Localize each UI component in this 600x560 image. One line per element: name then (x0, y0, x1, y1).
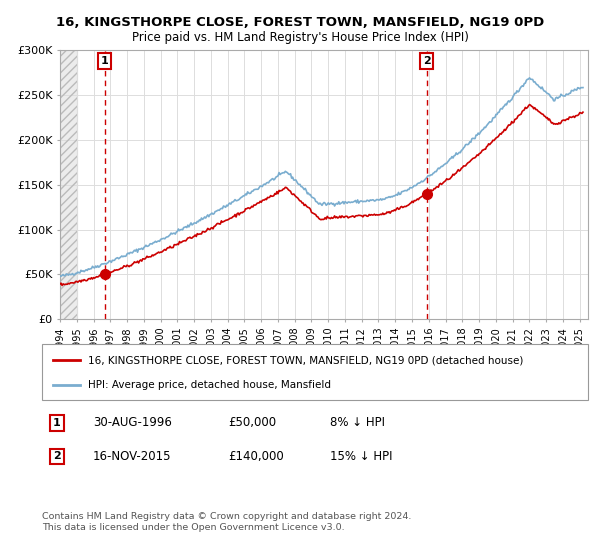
Text: Contains HM Land Registry data © Crown copyright and database right 2024.
This d: Contains HM Land Registry data © Crown c… (42, 512, 412, 532)
Text: 16, KINGSTHORPE CLOSE, FOREST TOWN, MANSFIELD, NG19 0PD (detached house): 16, KINGSTHORPE CLOSE, FOREST TOWN, MANS… (88, 355, 524, 365)
Bar (60, 50, 77, 319)
Text: £50,000: £50,000 (228, 416, 276, 430)
Text: Price paid vs. HM Land Registry's House Price Index (HPI): Price paid vs. HM Land Registry's House … (131, 31, 469, 44)
Text: £140,000: £140,000 (228, 450, 284, 463)
Bar (60, 50, 77, 319)
Text: 2: 2 (53, 451, 61, 461)
Text: 1: 1 (53, 418, 61, 428)
Text: 16, KINGSTHORPE CLOSE, FOREST TOWN, MANSFIELD, NG19 0PD: 16, KINGSTHORPE CLOSE, FOREST TOWN, MANS… (56, 16, 544, 29)
Text: 2: 2 (423, 56, 430, 66)
Text: 30-AUG-1996: 30-AUG-1996 (93, 416, 172, 430)
Text: 16-NOV-2015: 16-NOV-2015 (93, 450, 172, 463)
Text: HPI: Average price, detached house, Mansfield: HPI: Average price, detached house, Mans… (88, 380, 331, 390)
FancyBboxPatch shape (42, 344, 588, 400)
Text: 15% ↓ HPI: 15% ↓ HPI (330, 450, 392, 463)
Text: 1: 1 (101, 56, 109, 66)
Text: 8% ↓ HPI: 8% ↓ HPI (330, 416, 385, 430)
